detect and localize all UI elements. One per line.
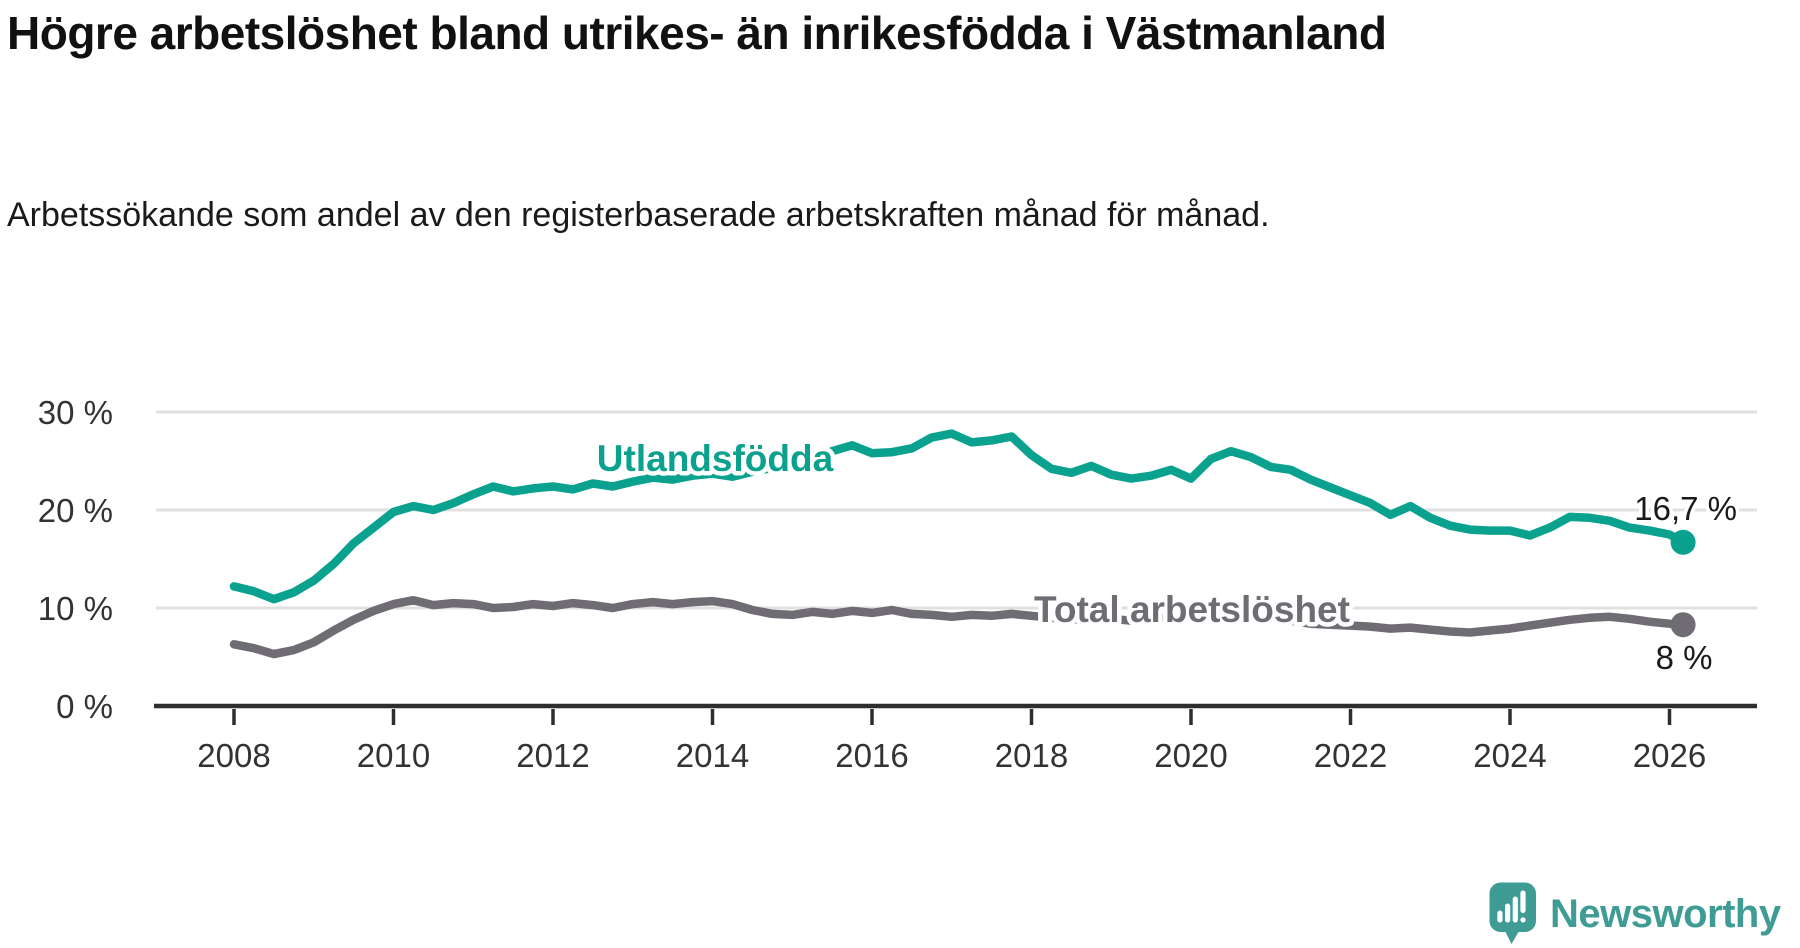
end-value-label-total: 8 % (1656, 639, 1713, 676)
x-tick-label: 2018 (995, 737, 1068, 774)
page-subtitle: Arbetssökande som andel av den registerb… (7, 196, 1270, 234)
x-axis-labels: 2008 2010 2012 2014 2016 2018 2020 2022 2024 2026 (197, 737, 1706, 774)
series-line-utlandsfodda (229, 429, 1688, 604)
x-tick-label: 2014 (676, 737, 749, 774)
brand-footer: Newsworthy (1489, 882, 1781, 946)
x-tick-label: 2010 (357, 737, 430, 774)
x-axis (154, 703, 1757, 725)
x-tick-label: 2008 (197, 737, 270, 774)
x-tick-label: 2022 (1314, 737, 1387, 774)
series-end-dot-utlandsfodda (1670, 529, 1696, 555)
x-tick-label: 2012 (516, 737, 589, 774)
series-label-utlandsfodda: Utlandsfödda (597, 438, 834, 479)
series-line-total (229, 595, 1688, 659)
x-tick-label: 2016 (835, 737, 908, 774)
brand-name: Newsworthy (1550, 891, 1781, 936)
page-title: Högre arbetslöshet bland utrikes- än inr… (7, 7, 1387, 59)
x-tick-label: 2020 (1154, 737, 1227, 774)
y-tick-label: 10 % (38, 590, 113, 627)
x-tick-label: 2024 (1473, 737, 1546, 774)
end-value-label-utlandsfodda: 16,7 % (1634, 490, 1737, 527)
y-tick-label: 0 % (56, 688, 113, 725)
y-tick-label: 20 % (38, 492, 113, 529)
y-axis-labels: 30 % 20 % 10 % 0 % (38, 394, 113, 725)
series-label-total: Total arbetslöshet (1034, 589, 1350, 630)
series-lines (229, 429, 1696, 659)
newsworthy-logo-icon (1489, 882, 1536, 944)
series-end-dot-total (1670, 612, 1696, 638)
bar-chart-glyph (1497, 890, 1526, 923)
x-tick-label: 2026 (1633, 737, 1706, 774)
y-tick-label: 30 % (38, 394, 113, 431)
